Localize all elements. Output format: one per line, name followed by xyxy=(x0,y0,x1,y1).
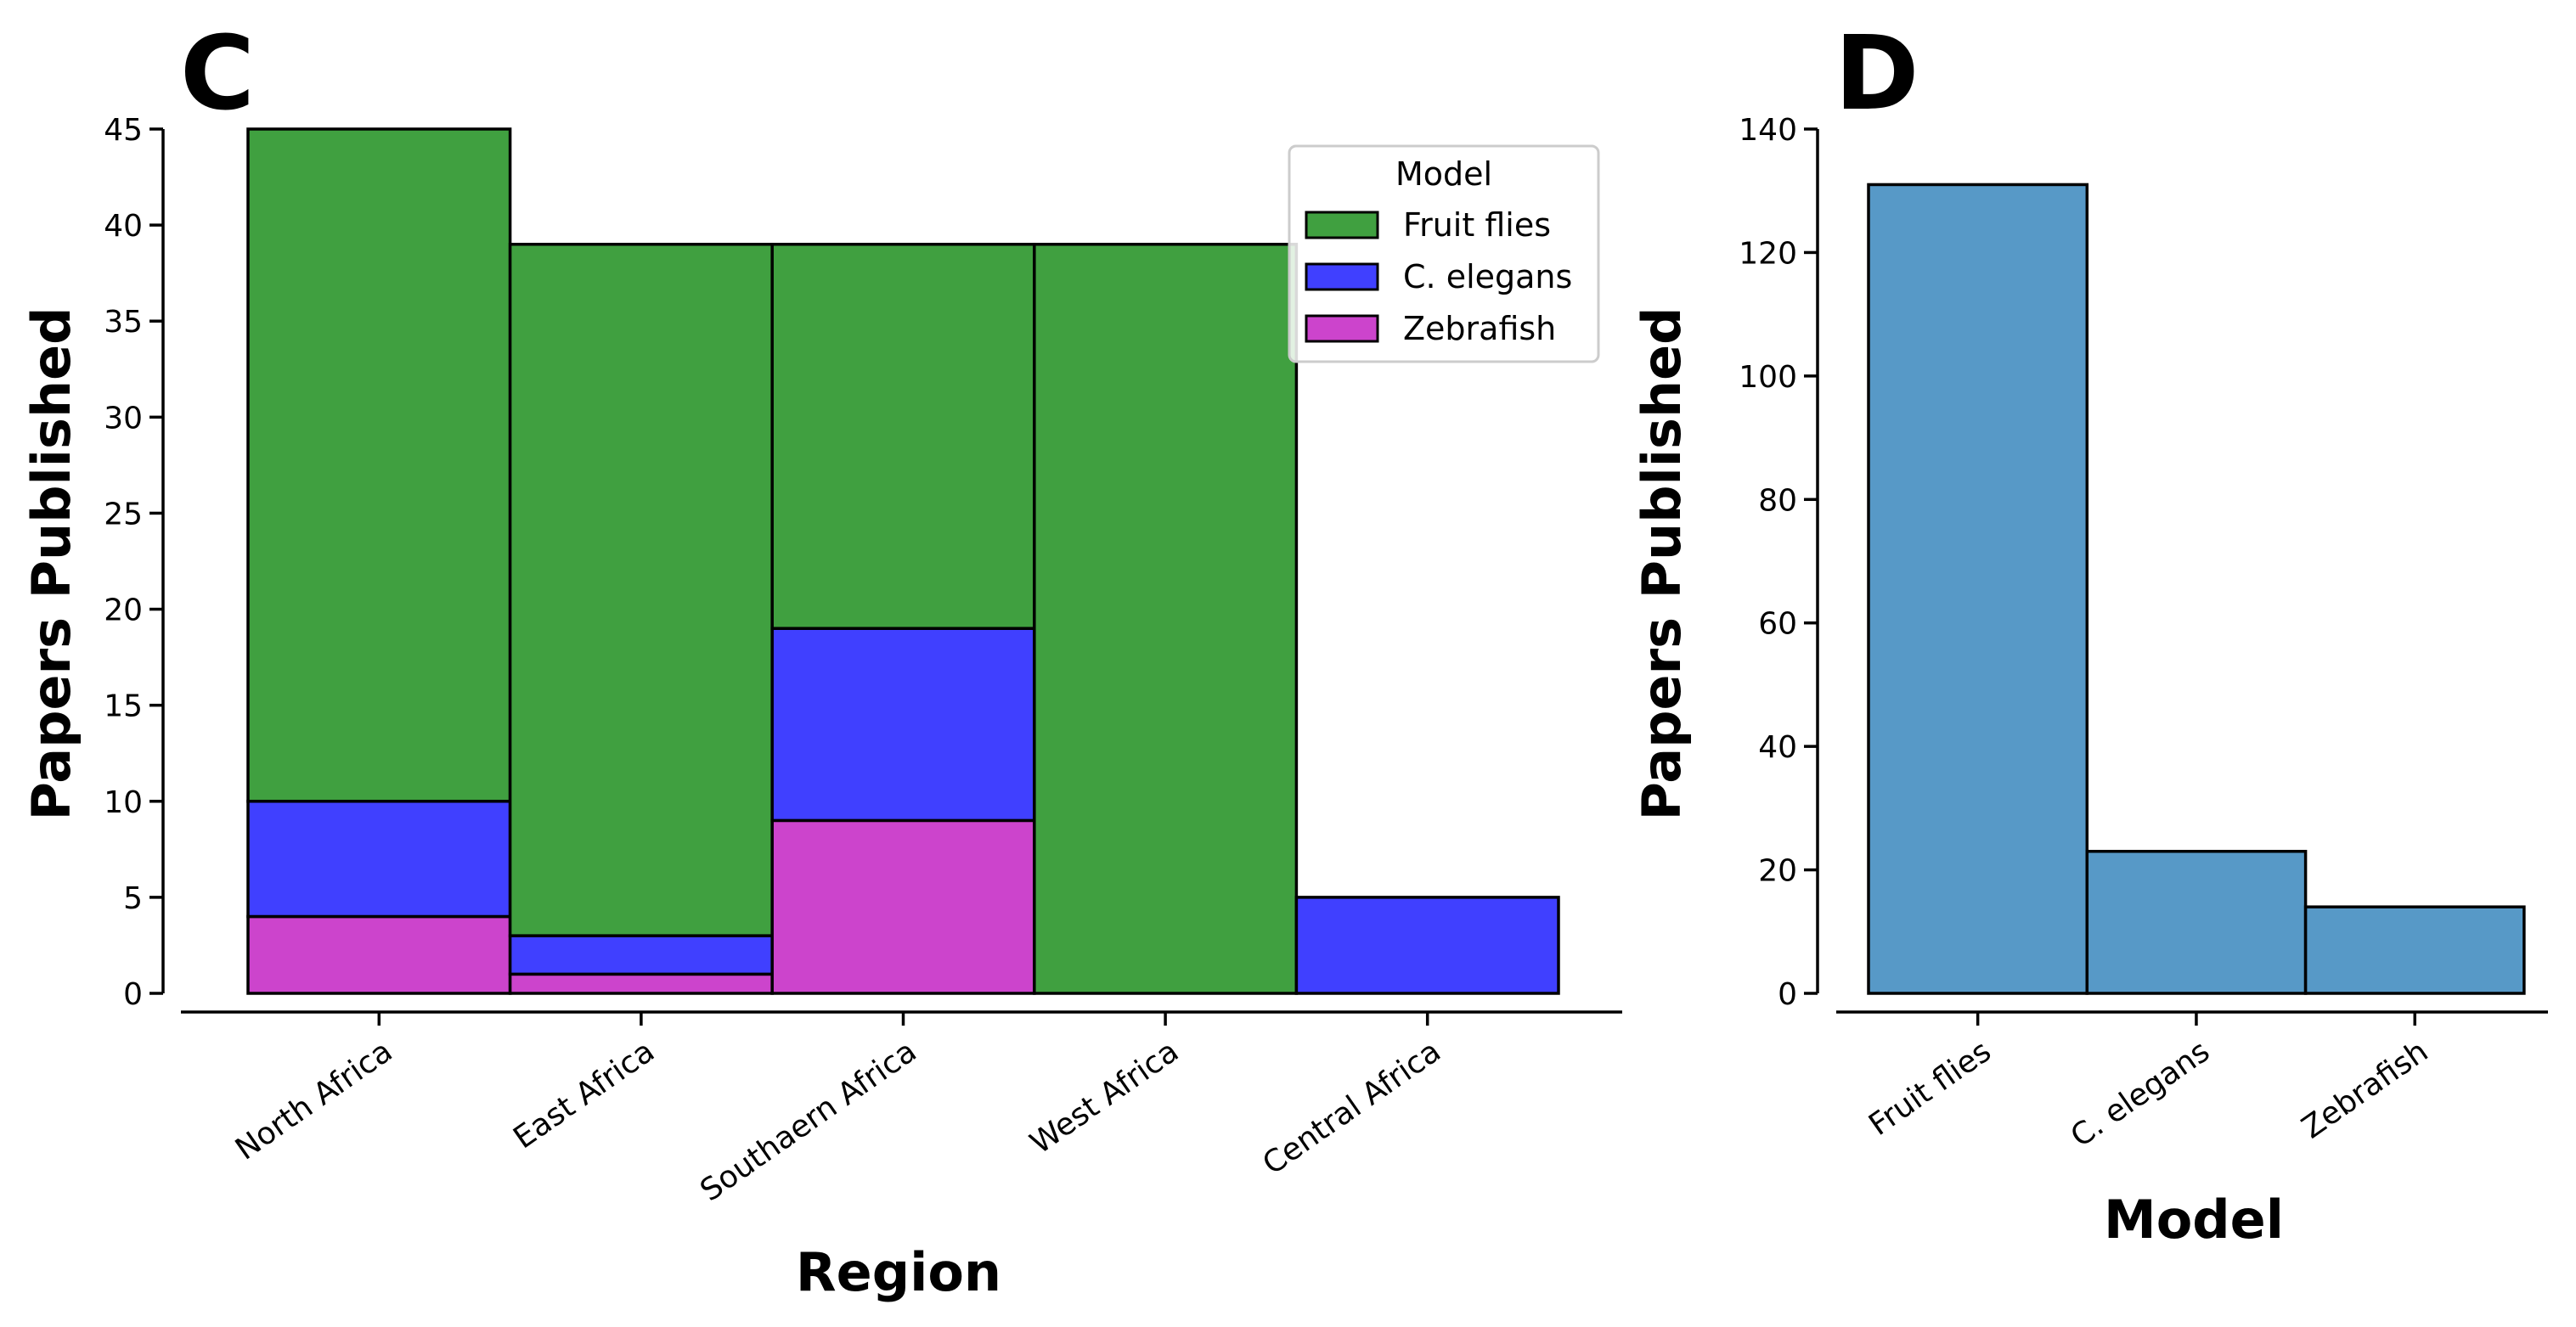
legend-swatch-zebrafish xyxy=(1305,314,1379,343)
bar-north-africa-fruit-flies xyxy=(246,127,512,803)
y-tick-label: 45 xyxy=(104,113,143,148)
panel-c-x-axis-title: Region xyxy=(796,1241,1001,1303)
bar-c-elegans xyxy=(2085,850,2308,995)
panel-d-y-axis: 0 20 40 60 80 100 120 140 xyxy=(1739,113,1819,1012)
y-tick-label: 15 xyxy=(104,689,143,724)
bar-fruit-flies xyxy=(1867,183,2089,995)
y-tick-label: 140 xyxy=(1739,113,1797,148)
legend-label-zebrafish: Zebrafish xyxy=(1403,310,1556,347)
y-tick-label: 120 xyxy=(1739,236,1797,271)
legend-label-c-elegans: C. elegans xyxy=(1403,258,1572,295)
panel-c-y-axis-title: Papers Published xyxy=(20,306,82,820)
panel-d-y-axis-title: Papers Published xyxy=(1631,306,1693,820)
bar-zebrafish xyxy=(2303,905,2526,995)
panel-d-x-axis-title: Model xyxy=(2104,1189,2284,1251)
bar-north-africa-zebrafish xyxy=(246,914,512,995)
y-tick-label: 20 xyxy=(1758,854,1797,889)
legend-title: Model xyxy=(1395,155,1492,193)
y-tick-label: 20 xyxy=(104,593,143,628)
x-tick-label-central-africa: Central Africa xyxy=(1256,1034,1446,1182)
legend-swatch-c-elegans xyxy=(1305,262,1379,291)
x-tick-label-c-elegans: C. elegans xyxy=(2065,1034,2216,1155)
x-tick-label-north-africa: North Africa xyxy=(229,1034,398,1167)
bar-east-africa-c-elegans xyxy=(508,934,774,976)
y-tick-label: 10 xyxy=(104,785,143,820)
y-tick-label: 40 xyxy=(1758,730,1797,765)
bar-north-africa-c-elegans xyxy=(246,800,512,919)
legend-frame xyxy=(1288,144,1600,363)
bar-central-africa-c-elegans xyxy=(1294,896,1560,995)
legend-label-fruit-flies: Fruit flies xyxy=(1403,206,1551,244)
bar-east-africa-zebrafish xyxy=(508,972,774,995)
panel-c-x-axis: North Africa East Africa Southaern Africa W… xyxy=(181,1010,1622,1209)
y-tick-label: 80 xyxy=(1758,483,1797,518)
panel-c-legend: Model Fruit flies C. elegans Zebrafish xyxy=(1288,144,1600,363)
y-tick-label: 0 xyxy=(123,977,143,1012)
panel-d-label: D xyxy=(1835,15,1919,133)
bar-southaern-africa-c-elegans xyxy=(770,627,1036,823)
bar-east-africa-fruit-flies xyxy=(508,242,774,937)
y-tick-label: 5 xyxy=(123,881,143,916)
y-tick-label: 0 xyxy=(1778,977,1797,1012)
panel-c-bars xyxy=(246,127,1560,995)
panel-c-y-axis: 0 5 10 15 20 25 30 35 40 45 xyxy=(104,113,165,1012)
y-tick-label: 30 xyxy=(104,401,143,436)
bar-southaern-africa-fruit-flies xyxy=(770,242,1036,630)
panel-c-label: C xyxy=(180,15,255,133)
panel-c: C Region Papers Published 0 5 10 15 20 25 30 35… xyxy=(20,15,1622,1303)
x-tick-label-zebrafish: Zebrafish xyxy=(2296,1034,2434,1146)
legend-entries: Fruit flies C. elegans Zebrafish xyxy=(1305,206,1572,347)
x-tick-label-east-africa: East Africa xyxy=(507,1034,661,1156)
legend-swatch-fruit-flies xyxy=(1305,211,1379,239)
y-tick-label: 25 xyxy=(104,497,143,531)
x-tick-label-west-africa: West Africa xyxy=(1024,1034,1185,1161)
y-tick-label: 35 xyxy=(104,305,143,340)
panel-d-x-axis: Fruit flies C. elegans Zebrafish xyxy=(1836,1010,2548,1155)
bar-west-africa-fruit-flies xyxy=(1033,242,1299,995)
panel-d-bars xyxy=(1867,183,2526,995)
x-tick-label-fruit-flies: Fruit flies xyxy=(1863,1034,1998,1143)
panel-d: D Model Papers Published 0 20 40 60 80 100 120… xyxy=(1631,15,2548,1251)
y-tick-label: 60 xyxy=(1758,607,1797,642)
x-tick-label-southaern-africa: Southaern Africa xyxy=(694,1034,922,1209)
bar-southaern-africa-zebrafish xyxy=(770,818,1036,995)
y-tick-label: 40 xyxy=(104,209,143,244)
y-tick-label: 100 xyxy=(1739,360,1797,395)
